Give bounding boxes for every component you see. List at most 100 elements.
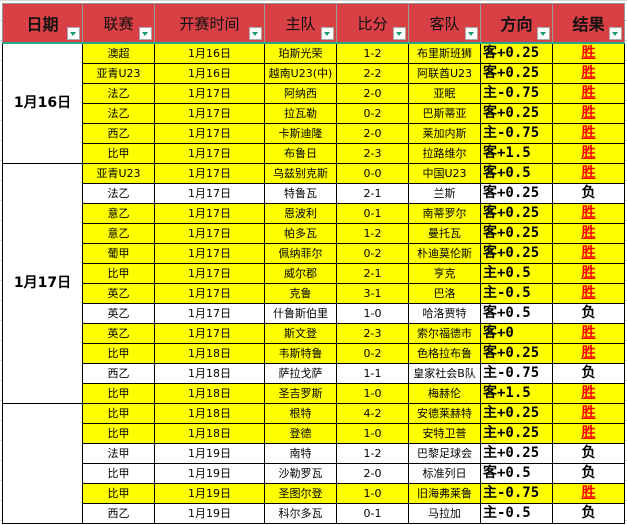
start-time-cell: 1月17日 bbox=[154, 223, 265, 244]
header-label: 开赛时间 bbox=[179, 14, 240, 33]
filter-dropdown-icon[interactable] bbox=[465, 27, 478, 40]
result-cell: 负 bbox=[552, 303, 625, 324]
start-time-cell: 1月19日 bbox=[154, 463, 265, 484]
home-team-cell: 登德 bbox=[264, 423, 337, 444]
header-label: 主队 bbox=[285, 14, 316, 33]
start-time-cell: 1月17日 bbox=[154, 163, 265, 184]
result-cell: 胜 bbox=[552, 42, 625, 64]
direction-cell: 客+0.25 bbox=[480, 183, 553, 204]
league-cell: 英乙 bbox=[82, 303, 155, 324]
filter-dropdown-icon[interactable] bbox=[537, 27, 550, 40]
filter-dropdown-icon[interactable] bbox=[321, 27, 334, 40]
result-cell: 胜 bbox=[552, 423, 625, 444]
start-time-cell: 1月17日 bbox=[154, 283, 265, 304]
direction-cell: 客+0.25 bbox=[480, 203, 553, 224]
direction-cell: 客+0.25 bbox=[480, 63, 553, 84]
start-time-cell: 1月17日 bbox=[154, 183, 265, 204]
start-time-cell: 1月18日 bbox=[154, 423, 265, 444]
score-cell: 2-1 bbox=[336, 263, 409, 284]
result-text: 胜 bbox=[581, 265, 596, 281]
direction-cell: 客+0.25 bbox=[480, 103, 553, 124]
filter-dropdown-icon[interactable] bbox=[249, 27, 262, 40]
direction-cell: 客+1.5 bbox=[480, 143, 553, 164]
score-cell: 2-0 bbox=[336, 83, 409, 104]
result-text: 负 bbox=[581, 185, 596, 201]
header-score: 比分 bbox=[336, 3, 409, 44]
header-result: 结果 bbox=[552, 3, 625, 44]
header-label: 结果 bbox=[572, 15, 605, 34]
table-row: 比甲 1月19日 沙勒罗瓦 2-0 标准列日 客+0.5 负 bbox=[3, 463, 625, 484]
league-cell: 法乙 bbox=[82, 183, 155, 204]
start-time-cell: 1月18日 bbox=[154, 383, 265, 404]
score-cell: 0-1 bbox=[336, 503, 409, 524]
start-time-cell: 1月16日 bbox=[154, 63, 265, 84]
start-time-cell: 1月17日 bbox=[154, 323, 265, 344]
result-cell: 胜 bbox=[552, 203, 625, 224]
league-cell: 比甲 bbox=[82, 423, 155, 444]
score-cell: 0-0 bbox=[336, 163, 409, 184]
result-text: 胜 bbox=[581, 325, 596, 341]
start-time-cell: 1月19日 bbox=[154, 443, 265, 464]
score-cell: 1-0 bbox=[336, 483, 409, 504]
header-league: 联赛 bbox=[82, 3, 155, 44]
direction-cell: 主+0.25 bbox=[480, 443, 553, 464]
result-cell: 负 bbox=[552, 463, 625, 484]
home-team-cell: 珀斯光荣 bbox=[264, 42, 337, 64]
result-text: 胜 bbox=[581, 385, 596, 401]
table-row: 法甲 1月19日 南特 1-2 巴黎足球会 主+0.25 负 bbox=[3, 443, 625, 464]
start-time-cell: 1月17日 bbox=[154, 263, 265, 284]
header-label: 方向 bbox=[500, 15, 533, 34]
filter-dropdown-icon[interactable] bbox=[67, 27, 80, 40]
start-time-cell: 1月17日 bbox=[154, 103, 265, 124]
direction-cell: 主+0.25 bbox=[480, 403, 553, 424]
direction-cell: 主+0.5 bbox=[480, 263, 553, 284]
direction-cell: 主-0.75 bbox=[480, 123, 553, 144]
table-row: 英乙 1月17日 克鲁 3-1 巴洛 主-0.5 胜 bbox=[3, 283, 625, 304]
filter-dropdown-icon[interactable] bbox=[393, 27, 406, 40]
direction-cell: 客+0.25 bbox=[480, 243, 553, 264]
date-cell bbox=[2, 403, 83, 524]
filter-dropdown-icon[interactable] bbox=[139, 27, 152, 40]
away-team-cell: 巴斯蒂亚 bbox=[408, 103, 481, 124]
table-row: 比甲 1月17日 布鲁日 2-3 拉路维尔 客+1.5 胜 bbox=[3, 143, 625, 164]
result-text: 胜 bbox=[581, 145, 596, 161]
result-cell: 胜 bbox=[552, 63, 625, 84]
table-row: 葡甲 1月17日 佩纳菲尔 0-2 朴迪莫伦斯 客+0.25 胜 bbox=[3, 243, 625, 264]
score-cell: 2-2 bbox=[336, 63, 409, 84]
start-time-cell: 1月19日 bbox=[154, 503, 265, 524]
score-cell: 0-2 bbox=[336, 243, 409, 264]
result-text: 负 bbox=[581, 305, 596, 321]
result-text: 胜 bbox=[581, 105, 596, 121]
league-cell: 比甲 bbox=[82, 263, 155, 284]
league-cell: 英乙 bbox=[82, 283, 155, 304]
home-team-cell: 科尔多瓦 bbox=[264, 503, 337, 524]
table-row: 比甲 1月18日 根特 4-2 安德莱赫特 主+0.25 胜 bbox=[2, 403, 625, 524]
direction-cell: 客+0 bbox=[480, 323, 553, 344]
home-team-cell: 拉瓦勒 bbox=[264, 103, 337, 124]
result-text: 胜 bbox=[581, 485, 596, 501]
result-text: 胜 bbox=[581, 345, 596, 361]
table-row: 西乙 1月17日 卡斯迪隆 2-0 莱加内斯 主-0.75 胜 bbox=[3, 123, 625, 144]
home-team-cell: 佩纳菲尔 bbox=[264, 243, 337, 264]
away-team-cell: 亨克 bbox=[408, 263, 481, 284]
league-cell: 法乙 bbox=[82, 83, 155, 104]
home-team-cell: 根特 bbox=[264, 403, 337, 424]
away-team-cell: 兰斯 bbox=[408, 183, 481, 204]
result-cell: 胜 bbox=[552, 103, 625, 124]
score-cell: 2-0 bbox=[336, 463, 409, 484]
result-text: 负 bbox=[581, 365, 596, 381]
score-cell: 1-2 bbox=[336, 42, 409, 64]
league-cell: 比甲 bbox=[82, 483, 155, 504]
league-cell: 亚青U23 bbox=[82, 163, 155, 184]
home-team-cell: 圣吉罗斯 bbox=[264, 383, 337, 404]
league-cell: 比甲 bbox=[82, 343, 155, 364]
away-team-cell: 阿联酋U23 bbox=[408, 63, 481, 84]
start-time-cell: 1月17日 bbox=[154, 243, 265, 264]
start-time-cell: 1月18日 bbox=[154, 363, 265, 384]
result-text: 胜 bbox=[581, 285, 596, 301]
table-row: 法乙 1月17日 特鲁瓦 2-1 兰斯 客+0.25 负 bbox=[3, 183, 625, 204]
away-team-cell: 哈洛贾特 bbox=[408, 303, 481, 324]
filter-dropdown-icon[interactable] bbox=[609, 27, 622, 40]
home-team-cell: 威尔郡 bbox=[264, 263, 337, 284]
